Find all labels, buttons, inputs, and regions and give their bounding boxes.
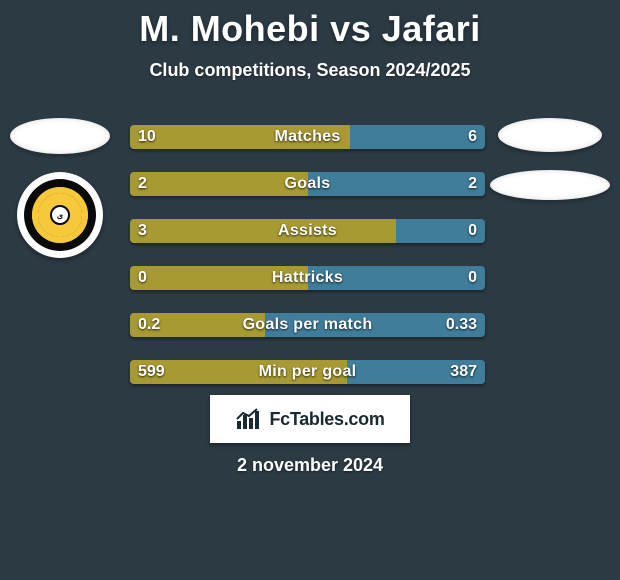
player-right-club-placeholder [490,170,610,200]
stat-bar-left-segment [130,360,347,384]
brand-badge: FcTables.com [210,395,410,443]
stat-bar-right-segment [308,266,486,290]
stat-bar-right-segment [265,313,485,337]
stat-bar-right-segment [347,360,485,384]
stat-bar: Min per goal599387 [130,360,485,384]
brand-icon [235,407,263,431]
footer-date: 2 november 2024 [0,455,620,476]
stat-bar: Assists30 [130,219,485,243]
stat-bar-right-segment [396,219,485,243]
stat-bar-left-segment [130,172,308,196]
stat-bar-left-segment [130,219,396,243]
brand-text: FcTables.com [269,409,384,430]
stat-bar: Hattricks00 [130,266,485,290]
player-left-club-badge: ی [17,172,103,258]
stat-bar-left-segment [130,313,265,337]
player-left-photo-placeholder [10,118,110,154]
stat-bar-right-segment [308,172,486,196]
stat-bars: Matches106 Goals22 Assists30 Hattricks00 Goa… [130,125,485,384]
stat-bar-left-segment [130,125,350,149]
left-player-column: ی [10,118,110,258]
stat-bar: Matches106 [130,125,485,149]
stat-bar: Goals per match0.20.33 [130,313,485,337]
stat-bar: Goals22 [130,172,485,196]
subtitle: Club competitions, Season 2024/2025 [0,60,620,81]
player-right-photo-placeholder [498,118,602,152]
page-title: M. Mohebi vs Jafari [0,0,620,50]
right-player-column [490,118,610,200]
stat-bar-left-segment [130,266,308,290]
stat-bar-right-segment [350,125,485,149]
